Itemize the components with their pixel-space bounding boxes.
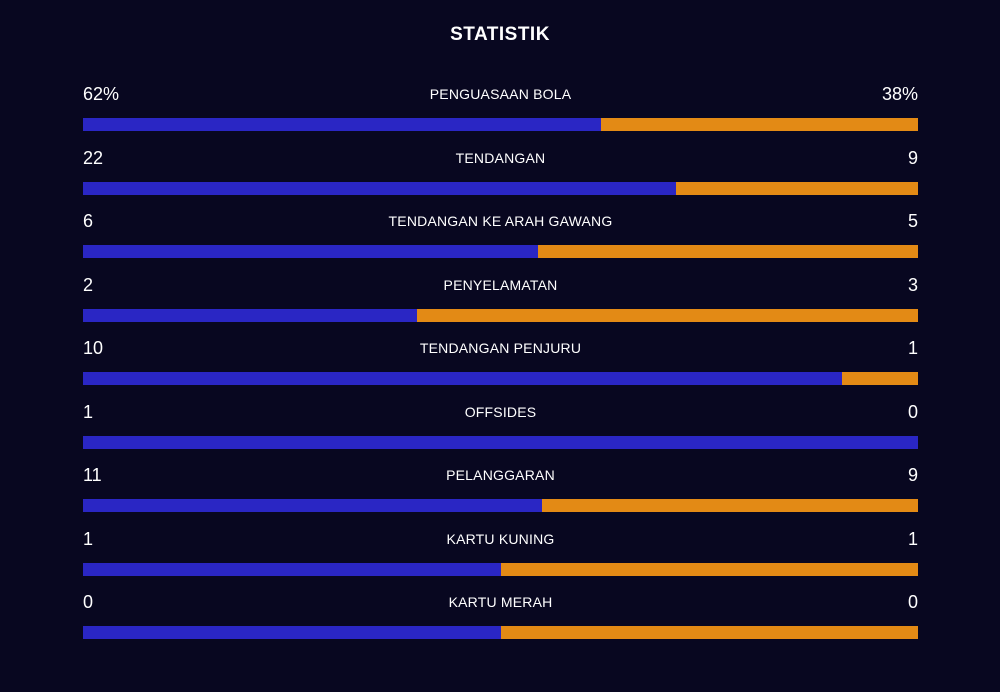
home-team-value: 0 (83, 592, 94, 612)
comparison-bar (83, 562, 918, 576)
home-team-value: 62% (83, 84, 120, 104)
comparison-bar (83, 626, 918, 639)
stats-title: STATISTIK (450, 24, 550, 45)
home-bar-segment (83, 308, 417, 322)
away-team-value: 3 (907, 274, 918, 295)
stat-labels: TENDANGAN 22 9 (83, 144, 918, 172)
stat-label: PELANGGARAN (446, 467, 555, 483)
comparison-bar (83, 245, 918, 258)
home-team-value: 10 (83, 338, 104, 358)
away-bar-segment (417, 308, 918, 322)
comparison-bar (83, 435, 918, 449)
stat-labels: KARTU MERAH 0 0 (83, 588, 918, 616)
comparison-bar (83, 118, 918, 131)
home-bar-segment (83, 562, 501, 576)
stat-label: TENDANGAN KE ARAH GAWANG (388, 213, 613, 229)
away-bar-segment (600, 118, 918, 131)
away-bar-segment (675, 181, 918, 195)
away-team-value: 1 (907, 338, 918, 358)
stat-labels: KARTU KUNING 1 1 (83, 525, 918, 553)
stat-labels: TENDANGAN KE ARAH GAWANG 6 5 (83, 207, 918, 235)
home-bar-segment (83, 499, 543, 512)
stat-label: KARTU MERAH (448, 594, 553, 610)
away-bar-segment (500, 562, 918, 576)
home-team-value: 1 (83, 528, 94, 549)
stat-row: PELANGGARAN 11 9 (83, 461, 918, 525)
home-team-value: 1 (83, 401, 94, 422)
away-bar-segment (842, 372, 918, 385)
stat-row: PENYELAMATAN 2 3 (83, 271, 918, 335)
stat-labels: TENDANGAN PENJURU 10 1 (83, 334, 918, 362)
comparison-bar (83, 308, 918, 322)
away-team-value: 9 (907, 465, 918, 485)
stats-list: PENGUASAAN BOLA 62% 38% TENDANGAN 22 9 TENDANG… (83, 80, 918, 652)
stat-row: TENDANGAN PENJURU 10 1 (83, 334, 918, 398)
home-team-value: 2 (83, 274, 94, 295)
away-bar-segment (500, 626, 918, 639)
stat-label: TENDANGAN (455, 149, 546, 166)
away-bar-segment (538, 245, 918, 258)
stat-labels: PENGUASAAN BOLA 62% 38% (83, 80, 918, 108)
home-bar-segment (83, 372, 843, 385)
away-bar-segment (542, 499, 918, 512)
home-team-value: 11 (83, 465, 102, 485)
away-team-value: 0 (907, 401, 918, 422)
stat-label: PENYELAMATAN (443, 276, 558, 293)
stat-row: PENGUASAAN BOLA 62% 38% (83, 80, 918, 144)
stat-row: OFFSIDES 1 0 (83, 398, 918, 462)
comparison-bar (83, 499, 918, 512)
away-team-value: 38% (881, 84, 918, 104)
comparison-bar (83, 181, 918, 195)
home-bar-segment (83, 435, 918, 449)
home-bar-segment (83, 245, 539, 258)
comparison-bar (83, 372, 918, 385)
home-bar-segment (83, 626, 501, 639)
stat-row: KARTU KUNING 1 1 (83, 525, 918, 589)
stat-label: PENGUASAAN BOLA (429, 86, 572, 102)
stat-row: TENDANGAN KE ARAH GAWANG 6 5 (83, 207, 918, 271)
away-team-value: 9 (907, 147, 918, 168)
stat-labels: OFFSIDES 1 0 (83, 398, 918, 426)
home-bar-segment (83, 118, 601, 131)
stat-row: KARTU MERAH 0 0 (83, 588, 918, 652)
home-team-value: 6 (83, 211, 94, 231)
stat-label: OFFSIDES (464, 403, 537, 420)
away-team-value: 5 (907, 211, 918, 231)
stat-row: TENDANGAN 22 9 (83, 144, 918, 208)
stat-labels: PENYELAMATAN 2 3 (83, 271, 918, 299)
away-team-value: 1 (907, 528, 918, 549)
stat-label: TENDANGAN PENJURU (419, 340, 582, 356)
away-team-value: 0 (907, 592, 918, 612)
stat-label: KARTU KUNING (446, 530, 555, 547)
home-bar-segment (83, 181, 676, 195)
stat-labels: PELANGGARAN 11 9 (83, 461, 918, 489)
home-team-value: 22 (83, 147, 104, 168)
